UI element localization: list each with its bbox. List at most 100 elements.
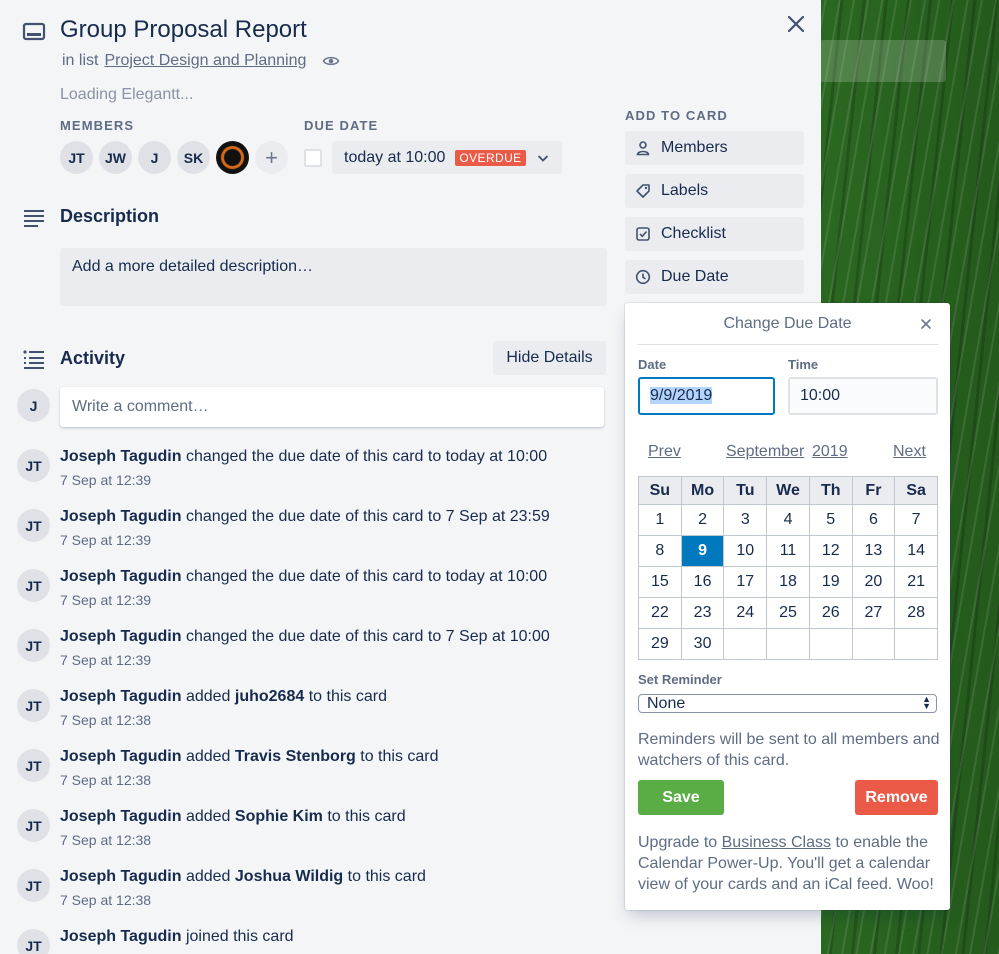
activity-actor[interactable]: Joseph Tagudin <box>60 688 182 705</box>
avatar[interactable]: JT <box>17 629 50 662</box>
list-link[interactable]: Project Design and Planning <box>104 52 307 69</box>
calendar-day[interactable]: 25 <box>766 597 810 629</box>
add-member-button[interactable]: + <box>255 141 288 174</box>
calendar-day[interactable]: 13 <box>851 535 896 567</box>
calendar-day[interactable]: 30 <box>680 628 725 660</box>
members-button[interactable]: Members <box>625 131 804 165</box>
avatar[interactable]: JT <box>17 689 50 722</box>
calendar-day[interactable]: 17 <box>723 566 768 598</box>
activity-item: JT Joseph Tagudin changed the due date o… <box>17 448 617 508</box>
calendar-day[interactable]: 23 <box>680 597 725 629</box>
weekday-header: Th <box>808 476 853 505</box>
activity-actor[interactable]: Joseph Tagudin <box>60 448 182 465</box>
avatar[interactable]: JT <box>17 809 50 842</box>
activity-object[interactable]: Travis Stenborg <box>234 748 356 765</box>
calendar-day[interactable]: 26 <box>808 597 853 629</box>
close-icon[interactable] <box>917 315 935 333</box>
calendar-day[interactable]: 9 <box>680 535 725 567</box>
avatar[interactable]: JT <box>17 749 50 782</box>
activity-time[interactable]: 7 Sep at 12:38 <box>60 712 152 728</box>
activity-actor[interactable]: Joseph Tagudin <box>60 868 182 885</box>
activity-time[interactable]: 7 Sep at 12:38 <box>60 892 152 908</box>
calendar-day[interactable]: 6 <box>851 504 896 536</box>
reminder-select[interactable]: None ▲ ▼ <box>638 694 937 713</box>
calendar-day[interactable]: 22 <box>638 597 682 629</box>
calendar-day[interactable]: 1 <box>638 504 682 536</box>
activity-item: JT Joseph Tagudin joined this card <box>17 928 617 954</box>
calendar-day[interactable]: 16 <box>680 566 725 598</box>
calendar-day[interactable]: 29 <box>638 628 682 660</box>
activity-actor[interactable]: Joseph Tagudin <box>60 748 182 765</box>
avatar[interactable]: JT <box>17 509 50 542</box>
activity-time[interactable]: 7 Sep at 12:39 <box>60 472 152 488</box>
calendar-day[interactable]: 10 <box>723 535 768 567</box>
calendar-day[interactable]: 18 <box>766 566 810 598</box>
avatar[interactable]: JT <box>60 141 93 174</box>
due-date-button[interactable]: today at 10:00 OVERDUE <box>332 141 562 174</box>
calendar-day[interactable]: 27 <box>851 597 896 629</box>
calendar-day[interactable]: 21 <box>894 566 938 598</box>
comment-input[interactable]: Write a comment… <box>60 387 604 427</box>
tag-icon <box>636 184 650 198</box>
activity-actor[interactable]: Joseph Tagudin <box>60 808 182 825</box>
activity-time[interactable]: 7 Sep at 12:39 <box>60 652 152 668</box>
avatar-photo[interactable] <box>216 141 249 174</box>
calendar-day[interactable]: 19 <box>808 566 853 598</box>
activity-object[interactable]: juho2684 <box>234 688 305 705</box>
calendar-day[interactable]: 15 <box>638 566 682 598</box>
checklist-button[interactable]: Checklist <box>625 217 804 251</box>
due-date-sidebar-button[interactable]: Due Date <box>625 260 804 294</box>
remove-button[interactable]: Remove <box>855 780 938 815</box>
activity-actor[interactable]: Joseph Tagudin <box>60 928 182 945</box>
calendar-day[interactable]: 5 <box>808 504 853 536</box>
prev-month-link[interactable]: Prev <box>648 443 681 460</box>
calendar-day[interactable]: 20 <box>851 566 896 598</box>
card-icon <box>22 22 46 41</box>
due-complete-checkbox[interactable] <box>304 148 322 167</box>
eye-icon[interactable] <box>322 52 340 70</box>
description-input[interactable]: Add a more detailed description… <box>60 248 607 306</box>
calendar-day[interactable]: 28 <box>894 597 938 629</box>
current-user-avatar[interactable]: J <box>17 389 50 422</box>
next-month-link[interactable]: Next <box>893 443 926 460</box>
activity-item: JT Joseph Tagudin changed the due date o… <box>17 508 617 568</box>
card-title[interactable]: Group Proposal Report <box>60 16 307 43</box>
activity-time[interactable]: 7 Sep at 12:39 <box>60 592 152 608</box>
calendar-day[interactable]: 14 <box>894 535 938 567</box>
activity-object[interactable]: Sophie Kim <box>234 808 323 825</box>
calendar-day[interactable]: 4 <box>766 504 810 536</box>
activity-actor[interactable]: Joseph Tagudin <box>60 628 182 645</box>
avatar[interactable]: JT <box>17 869 50 902</box>
time-input[interactable]: 10:00 <box>788 377 938 415</box>
business-class-link[interactable]: Business Class <box>721 834 831 851</box>
calendar-day[interactable]: 12 <box>808 535 853 567</box>
avatar[interactable]: JT <box>17 569 50 602</box>
save-button[interactable]: Save <box>638 780 724 815</box>
activity-actor[interactable]: Joseph Tagudin <box>60 568 182 585</box>
month-select[interactable]: September <box>726 443 805 460</box>
avatar[interactable]: SK <box>177 141 210 174</box>
list-breadcrumb: in list Project Design and Planning <box>62 52 340 70</box>
labels-button[interactable]: Labels <box>625 174 804 208</box>
avatar[interactable]: JT <box>17 449 50 482</box>
activity-object[interactable]: Joshua Wildig <box>234 868 344 885</box>
activity-time[interactable]: 7 Sep at 12:38 <box>60 772 152 788</box>
date-input[interactable]: 9/9/2019 <box>638 377 775 415</box>
activity-text: changed the due date of this card to 7 S… <box>185 628 550 645</box>
calendar-week-row: 15 16 17 18 19 20 21 <box>638 566 938 598</box>
calendar-day[interactable]: 7 <box>894 504 938 536</box>
avatar[interactable]: JT <box>17 929 50 954</box>
calendar-day[interactable]: 8 <box>638 535 682 567</box>
year-select[interactable]: 2019 <box>812 443 848 460</box>
calendar-day[interactable]: 2 <box>680 504 725 536</box>
activity-time[interactable]: 7 Sep at 12:38 <box>60 832 152 848</box>
activity-time[interactable]: 7 Sep at 12:39 <box>60 532 152 548</box>
close-icon[interactable] <box>782 10 810 38</box>
calendar-day[interactable]: 3 <box>723 504 768 536</box>
activity-actor[interactable]: Joseph Tagudin <box>60 508 182 525</box>
calendar-day[interactable]: 11 <box>766 535 810 567</box>
hide-details-button[interactable]: Hide Details <box>493 341 606 375</box>
calendar-day[interactable]: 24 <box>723 597 768 629</box>
avatar[interactable]: J <box>138 141 171 174</box>
avatar[interactable]: JW <box>99 141 132 174</box>
